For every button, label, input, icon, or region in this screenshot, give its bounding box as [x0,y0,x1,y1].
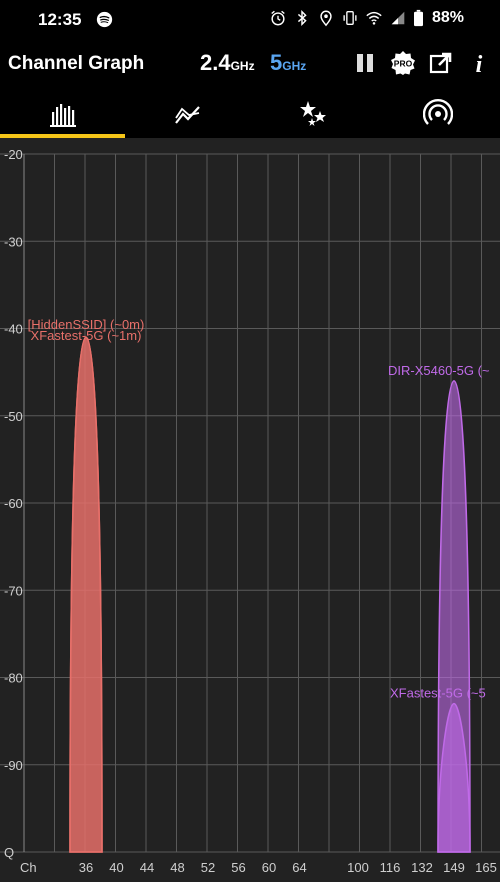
y-tick-label: -50 [4,409,23,424]
pro-badge-label: PRO [394,59,413,69]
spotify-icon [96,11,113,28]
x-tick-label: 56 [231,860,245,875]
toolbar-actions: PRO i [352,50,492,76]
x-axis-label: Ch [20,860,37,875]
pause-icon[interactable] [352,50,378,76]
info-icon-label: i [476,52,483,76]
x-tick-label: 165 [475,860,497,875]
band-2-4-unit: GHz [230,59,255,73]
network-label: XFastest-5G (~1m) [31,328,142,343]
y-tick-label: -40 [4,322,23,337]
wifi-icon [366,11,382,25]
y-tick-label: -60 [4,496,23,511]
chart-svg: -20 -30 -40 -50 -60 -70 -80 -90 Q Ch 36 40 44 48 52 56 6… [0,147,500,875]
x-tick-label: 40 [109,860,123,875]
tab-time-graph[interactable] [125,90,250,138]
y-tick-label: -20 [4,147,23,162]
x-tick-label: 52 [201,860,215,875]
x-tick-label: 132 [411,860,433,875]
band-5-number: 5 [270,50,283,75]
signal-waves-icon [422,99,453,125]
y-tick-label: -30 [4,234,23,249]
pro-badge-icon[interactable]: PRO [390,50,416,76]
channel-graph-chart: -20 -30 -40 -50 -60 -70 -80 -90 Q Ch 36 40 44 48 52 56 6… [0,138,500,882]
line-chart-icon [174,106,200,124]
tab-channel-rating[interactable] [250,90,375,138]
network-label: DIR-X5460-5G (~ [388,363,490,378]
y-tick-label: -90 [4,758,23,773]
y-tick-label: Q [4,845,14,860]
x-tick-label: 149 [443,860,465,875]
bluetooth-icon [297,9,307,27]
y-tick-label: -70 [4,583,23,598]
x-tick-label: 100 [347,860,369,875]
network-label: [HiddenSSID] (~0m) [28,317,145,332]
bar-chart-icon [49,104,76,127]
battery-percent: 88% [431,9,464,26]
status-icons: 88% [269,9,464,27]
x-tick-label: 116 [380,860,401,875]
alarm-icon [271,10,285,26]
signal-icon [391,11,405,25]
x-tick-label: 64 [292,860,306,875]
y-tick-label: -80 [4,671,23,686]
location-icon [320,10,332,27]
band-5ghz-button[interactable]: 5GHz [270,50,306,76]
network-curve [69,336,103,853]
band-5-unit: GHz [282,59,307,73]
info-icon[interactable]: i [466,50,492,76]
network-label: XFastest-5G (~5 [390,686,486,701]
tab-bar [0,90,500,138]
battery-icon [413,9,423,27]
x-tick-label: 48 [170,860,184,875]
band-2-4ghz-button[interactable]: 2.4GHz [200,50,255,76]
tab-access-points[interactable] [375,90,500,138]
status-time: 12:35 [38,10,82,29]
page-title: Channel Graph [8,53,145,74]
band-2-4-number: 2.4 [200,50,231,75]
status-bar: 12:35 [0,0,500,40]
network-curve [437,702,471,853]
x-tick-label: 44 [140,860,154,875]
selected-tab-indicator [0,134,125,138]
stars-icon [299,101,326,126]
share-icon[interactable] [428,50,454,76]
vibrate-icon [343,11,357,25]
x-tick-label: 60 [262,860,276,875]
tab-channel-graph[interactable] [0,90,125,138]
app-bar: Channel Graph 2.4GHz 5GHz PRO i [0,40,500,90]
x-tick-label: 36 [79,860,93,875]
